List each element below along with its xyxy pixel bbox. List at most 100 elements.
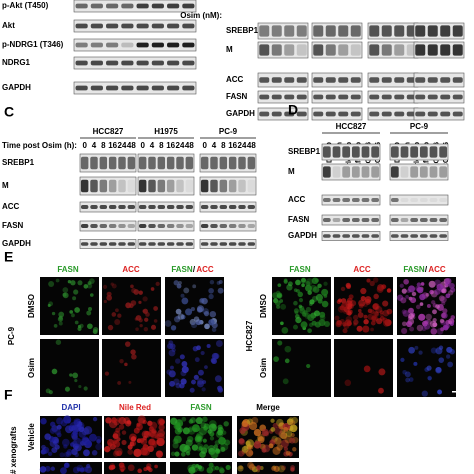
lane-label: 4 xyxy=(92,141,97,150)
cell xyxy=(195,436,203,444)
blot-band xyxy=(313,77,324,83)
blot-band xyxy=(371,166,380,178)
cell xyxy=(83,284,89,289)
blot-band xyxy=(325,111,336,117)
row-label: FASN xyxy=(2,221,24,230)
blot-band xyxy=(369,77,380,83)
blot-band xyxy=(440,94,451,100)
cell xyxy=(164,320,172,327)
blot-band xyxy=(410,146,419,158)
cell xyxy=(149,421,158,430)
blot-band xyxy=(136,3,149,9)
blot-band xyxy=(200,242,209,246)
cell xyxy=(342,328,348,334)
blot-band xyxy=(138,242,147,246)
blot-band xyxy=(452,25,463,37)
cell xyxy=(187,427,193,433)
cell xyxy=(87,323,93,330)
row-label: Akt xyxy=(2,21,15,30)
row-label: NDRG1 xyxy=(2,58,31,67)
blot-band xyxy=(106,60,119,66)
cell xyxy=(153,319,158,323)
cell xyxy=(185,308,193,316)
cell xyxy=(208,462,214,468)
blot-band xyxy=(338,77,349,83)
cell xyxy=(72,372,79,379)
cell xyxy=(82,437,88,443)
blot-band xyxy=(361,234,370,238)
blot-band xyxy=(429,234,438,238)
blot-band xyxy=(127,242,136,246)
cell xyxy=(336,320,342,326)
panel-letter: D xyxy=(288,102,298,118)
blot-strip xyxy=(73,0,197,13)
cell xyxy=(257,436,265,444)
blot-band xyxy=(429,146,438,158)
blot-band xyxy=(415,111,426,117)
blot-band xyxy=(419,234,428,238)
blot-band xyxy=(136,23,149,29)
cell xyxy=(281,326,289,334)
cell xyxy=(138,300,142,304)
cell xyxy=(142,436,147,441)
cell xyxy=(81,427,90,436)
blot-band xyxy=(440,25,451,37)
blot-band xyxy=(75,42,88,48)
cell xyxy=(431,300,436,305)
cell xyxy=(47,303,51,307)
cell xyxy=(118,416,127,425)
cell xyxy=(401,327,408,335)
cell xyxy=(378,368,386,376)
cell xyxy=(173,422,181,430)
cell xyxy=(204,365,208,369)
cell xyxy=(440,296,447,303)
cell xyxy=(281,465,287,471)
cell xyxy=(69,373,73,377)
cell xyxy=(198,426,208,436)
cell xyxy=(198,298,205,304)
cell xyxy=(87,281,92,285)
cell xyxy=(175,358,181,364)
lane-label: 24 xyxy=(238,141,247,150)
cell xyxy=(202,438,207,443)
blot-band xyxy=(228,205,237,209)
blot-band xyxy=(400,218,409,222)
cell xyxy=(55,278,60,283)
cell xyxy=(373,293,379,300)
cell xyxy=(346,303,353,310)
cell xyxy=(425,313,432,321)
cell xyxy=(116,417,122,423)
blot-band xyxy=(325,25,336,37)
cell xyxy=(338,298,342,303)
cell xyxy=(307,290,312,295)
group-label: H1975 xyxy=(154,127,178,136)
micro-image xyxy=(334,339,393,397)
cell xyxy=(45,388,51,394)
blot-band xyxy=(185,179,194,193)
blot-band xyxy=(361,218,370,222)
cell xyxy=(261,428,269,437)
lane-label: 16 xyxy=(166,141,175,150)
cell xyxy=(78,430,87,438)
cell xyxy=(413,361,418,366)
cell xyxy=(300,277,307,284)
cell xyxy=(344,379,352,387)
blot-band xyxy=(271,94,282,100)
cell xyxy=(83,386,88,391)
cell xyxy=(51,368,58,375)
row-label: FASN xyxy=(226,92,248,101)
blot-band xyxy=(296,94,307,100)
cell xyxy=(142,447,150,456)
blot-band xyxy=(219,179,228,193)
blot-strip xyxy=(137,201,195,213)
cell xyxy=(237,465,244,472)
cell xyxy=(72,430,78,436)
cell xyxy=(285,430,293,438)
cell xyxy=(133,448,142,457)
blot-band xyxy=(338,25,349,37)
cell xyxy=(73,419,79,425)
blot-band xyxy=(210,242,218,246)
cell xyxy=(441,301,446,306)
blot-band xyxy=(371,234,380,238)
blot-band xyxy=(342,146,351,158)
